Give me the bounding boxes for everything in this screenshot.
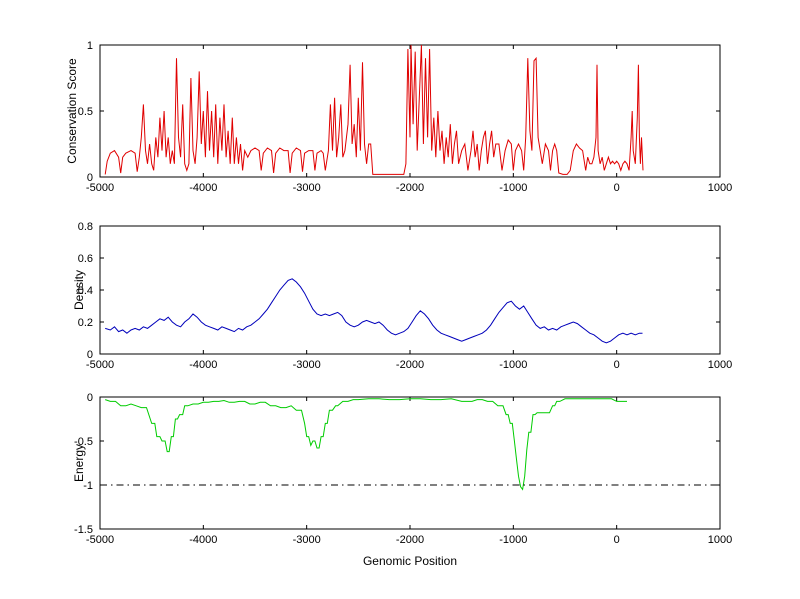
x-tick-label: -3000 xyxy=(293,534,321,546)
x-tick-label: 0 xyxy=(614,359,620,371)
series-conservation-score xyxy=(104,44,644,175)
x-tick-label: -1000 xyxy=(499,182,527,194)
y-tick-label: 0.6 xyxy=(78,253,93,265)
x-tick-label: -5000 xyxy=(86,182,114,194)
x-tick-label: 1000 xyxy=(708,359,732,371)
y-tick-label: 0.8 xyxy=(78,221,93,233)
subplot-3: -5000 -4000 -3000 -2000 -1000 0 1000 0 -0.5 -1 -1.… xyxy=(74,392,732,546)
y-tick-label: 0.2 xyxy=(78,317,93,329)
x-tick-label: -5000 xyxy=(86,534,114,546)
ylabel-density: Density xyxy=(72,269,86,311)
series-density xyxy=(105,278,643,344)
y-tick-label: 0.4 xyxy=(78,285,93,297)
x-tick-label: -4000 xyxy=(189,182,217,194)
subplot-1: -5000 -4000 -3000 -2000 -1000 0 1000 0 0.5 1 xyxy=(78,40,733,194)
xlabel-genomic-position: Genomic Position xyxy=(362,554,458,568)
y-tick-label: 0 xyxy=(87,392,93,404)
y-tick-label: 0.5 xyxy=(78,106,93,118)
y-tick-label: 1 xyxy=(87,40,93,52)
ylabel-conservation-score: Conservation Score xyxy=(65,58,79,164)
y-tick-label: -0.5 xyxy=(74,436,93,448)
x-tick-label: -2000 xyxy=(396,182,424,194)
y-tick-label: 0 xyxy=(87,349,93,361)
x-tick-label: -4000 xyxy=(189,534,217,546)
x-tick-label: -2000 xyxy=(396,534,424,546)
y-tick-label: 0 xyxy=(87,172,93,184)
x-tick-label: 0 xyxy=(614,534,620,546)
x-tick-label: -2000 xyxy=(396,359,424,371)
x-tick-label: -3000 xyxy=(293,359,321,371)
ylabel-energy: Energy xyxy=(72,443,86,483)
y-tick-label: -1 xyxy=(83,480,93,492)
y-tick-label: -1.5 xyxy=(74,524,93,536)
x-tick-label: -1000 xyxy=(499,359,527,371)
x-tick-label: 0 xyxy=(614,182,620,194)
x-tick-label: -4000 xyxy=(189,359,217,371)
x-tick-label: -3000 xyxy=(293,182,321,194)
x-tick-label: 1000 xyxy=(708,182,732,194)
x-tick-label: 1000 xyxy=(708,534,732,546)
subplot-2: -5000 -4000 -3000 -2000 -1000 0 1000 0 0.2 0.4 0.6… xyxy=(78,221,733,371)
x-tick-label: -5000 xyxy=(86,359,114,371)
x-tick-label: -1000 xyxy=(499,534,527,546)
axes-box xyxy=(99,396,721,530)
series-energy xyxy=(105,398,627,491)
